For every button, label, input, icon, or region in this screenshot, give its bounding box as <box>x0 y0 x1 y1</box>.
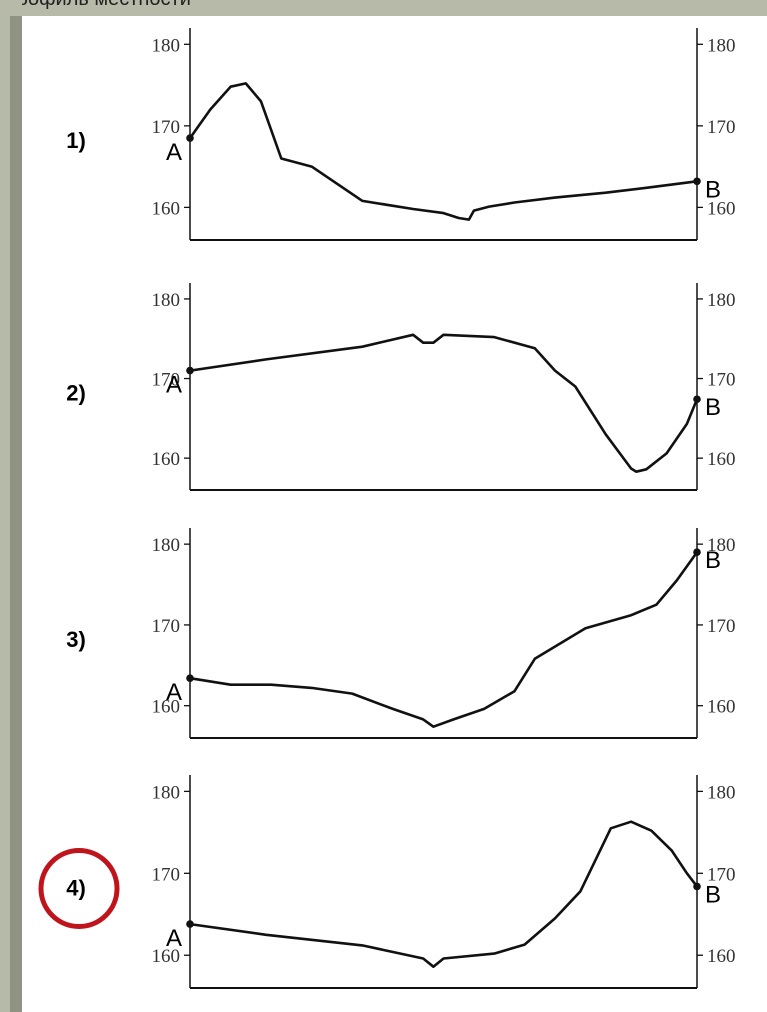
point-b-marker <box>693 395 701 404</box>
point-a-marker <box>186 134 194 142</box>
y-tick-label-left: 160 <box>152 198 181 219</box>
profile-line <box>188 82 699 221</box>
point-b-label: B <box>705 176 721 203</box>
y-tick-label-left: 170 <box>152 117 181 138</box>
y-tick-label-right: 170 <box>707 864 736 885</box>
y-tick-label-right: 160 <box>707 697 736 718</box>
option-label: 1) <box>66 128 86 153</box>
point-a-marker <box>186 674 194 683</box>
point-b-label: B <box>705 394 721 421</box>
header-strip: профиль местности <box>0 0 767 16</box>
point-b-marker <box>693 177 701 186</box>
y-tick-label-right: 170 <box>707 616 736 637</box>
y-tick-label-left: 180 <box>152 35 181 56</box>
y-tick-label-right: 160 <box>707 449 736 470</box>
option-label: 3) <box>66 627 86 652</box>
point-a-label: A <box>166 925 182 952</box>
y-tick-label-right: 170 <box>707 117 736 138</box>
profile-line <box>188 333 699 473</box>
y-tick-label-right: 180 <box>707 535 736 556</box>
y-tick-label-left: 180 <box>152 290 181 311</box>
y-tick-label-right: 160 <box>707 198 736 219</box>
profile-line <box>188 820 699 968</box>
point-b-label: B <box>705 547 721 574</box>
y-tick-label-left: 160 <box>152 946 181 967</box>
y-tick-label-left: 170 <box>152 864 181 885</box>
left-rail <box>0 0 22 1012</box>
point-a-label: A <box>166 372 182 399</box>
y-tick-label-right: 180 <box>707 35 736 56</box>
answer-highlight-circle <box>38 848 120 929</box>
point-a-marker <box>186 920 194 928</box>
y-tick-label-left: 170 <box>152 370 181 391</box>
point-a-marker <box>186 366 194 375</box>
option-label: 2) <box>66 381 86 406</box>
y-tick-label-right: 160 <box>707 946 736 967</box>
y-tick-label-left: 170 <box>152 616 181 637</box>
y-tick-label-left: 180 <box>152 782 181 803</box>
charts-panel <box>22 16 767 1012</box>
point-a-label: A <box>166 139 182 166</box>
point-b-label: B <box>705 881 721 908</box>
y-tick-label-right: 170 <box>707 370 736 391</box>
point-b-marker <box>693 548 701 557</box>
point-b-marker <box>693 882 701 891</box>
profile-line <box>188 550 699 728</box>
y-tick-label-left: 160 <box>152 697 181 718</box>
left-rail-shade <box>10 16 22 1012</box>
header-text: профиль местности <box>6 0 191 11</box>
y-tick-label-right: 180 <box>707 782 736 803</box>
y-tick-label-right: 180 <box>707 290 736 311</box>
y-tick-label-left: 180 <box>152 535 181 556</box>
y-tick-label-left: 160 <box>152 449 181 470</box>
point-a-label: A <box>166 679 182 706</box>
option-label: 4) <box>66 876 86 901</box>
